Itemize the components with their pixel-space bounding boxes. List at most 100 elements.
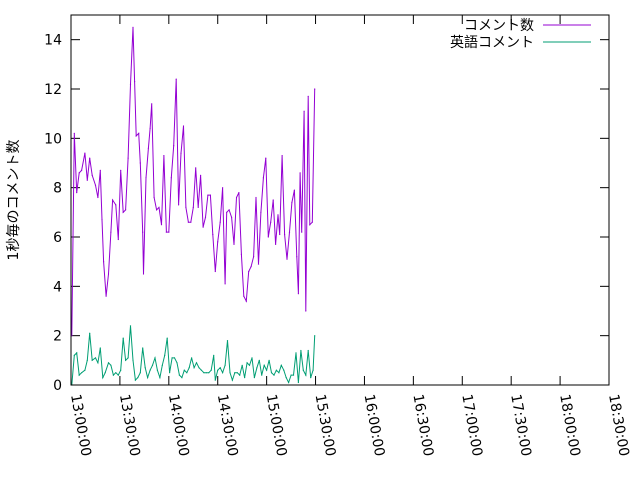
data-point — [209, 194, 211, 196]
data-point — [275, 369, 277, 371]
data-point — [305, 310, 307, 312]
series-line — [71, 27, 316, 336]
data-point — [213, 354, 215, 356]
data-point — [84, 152, 86, 154]
data-point — [256, 367, 258, 369]
data-point — [164, 354, 166, 356]
data-point — [185, 206, 187, 208]
x-tick-label: 18:00:00 — [556, 393, 583, 458]
data-point — [200, 369, 202, 371]
x-tick-label: 16:00:00 — [361, 393, 388, 458]
data-point — [73, 132, 75, 134]
data-point — [178, 204, 180, 206]
data-point — [78, 374, 80, 376]
data-point — [190, 221, 192, 223]
data-point — [273, 374, 275, 376]
data-point — [281, 155, 283, 157]
data-point — [193, 367, 195, 369]
data-point — [132, 359, 134, 361]
data-point — [245, 300, 247, 302]
data-point — [278, 372, 280, 374]
data-point — [117, 238, 119, 241]
data-point — [243, 295, 245, 297]
data-point — [280, 364, 282, 366]
data-point — [102, 377, 104, 379]
data-point — [268, 359, 270, 361]
legend-label: 英語コメント — [450, 34, 534, 51]
data-point — [222, 187, 224, 189]
data-point — [231, 216, 233, 218]
data-point — [203, 372, 205, 374]
data-point — [204, 216, 207, 218]
data-point — [253, 377, 255, 379]
data-point — [156, 369, 158, 371]
data-point — [151, 364, 154, 366]
data-point — [300, 349, 302, 352]
data-point — [81, 169, 83, 171]
x-tick-label: 17:30:00 — [507, 393, 534, 458]
data-point — [229, 372, 231, 374]
data-point — [110, 364, 112, 366]
data-point — [112, 199, 114, 201]
data-point — [127, 157, 129, 159]
data-point — [145, 177, 147, 179]
x-tick-label: 17:00:00 — [458, 393, 485, 458]
data-point — [200, 174, 202, 176]
data-point — [235, 196, 238, 199]
data-point — [288, 381, 290, 384]
data-point — [147, 147, 149, 149]
data-point — [297, 293, 299, 295]
data-point — [248, 364, 251, 366]
data-point — [307, 95, 309, 97]
data-point — [73, 354, 75, 356]
data-point — [138, 132, 140, 134]
data-point — [76, 352, 78, 354]
data-point — [222, 372, 224, 374]
data-point — [165, 231, 167, 233]
data-point — [305, 374, 307, 376]
data-point — [78, 172, 80, 174]
data-point — [129, 83, 132, 85]
data-point — [99, 347, 101, 349]
data-point — [214, 270, 216, 273]
data-point — [214, 379, 216, 381]
data-point — [135, 135, 137, 137]
data-point — [94, 184, 97, 186]
plot-frame — [70, 14, 610, 386]
data-point — [219, 367, 221, 369]
data-point — [301, 231, 303, 233]
data-point — [144, 367, 146, 369]
data-point — [309, 224, 311, 226]
data-point — [101, 219, 103, 221]
data-point — [97, 196, 99, 199]
data-point — [176, 362, 178, 364]
data-point — [187, 221, 189, 223]
data-point — [156, 209, 158, 211]
data-point — [226, 211, 228, 213]
data-point — [168, 231, 170, 233]
data-point — [255, 196, 257, 199]
data-point — [312, 369, 314, 371]
x-tick-label: 13:30:00 — [116, 393, 143, 458]
data-point — [202, 226, 204, 228]
data-point — [286, 258, 288, 260]
data-point — [94, 357, 97, 359]
data-point — [175, 78, 177, 80]
data-point — [265, 157, 267, 159]
data-point — [283, 369, 285, 371]
data-point — [205, 372, 207, 374]
data-point — [132, 26, 134, 28]
data-point — [117, 374, 119, 376]
data-point — [258, 359, 260, 361]
data-point — [129, 325, 132, 327]
data-point — [86, 359, 88, 361]
y-tick-label: 4 — [53, 279, 62, 295]
data-point — [195, 362, 198, 364]
data-point — [154, 357, 156, 359]
data-point — [291, 201, 293, 204]
data-point — [120, 369, 122, 371]
x-tick-label: 15:00:00 — [263, 393, 290, 458]
data-point — [239, 374, 241, 376]
data-point — [112, 374, 114, 376]
